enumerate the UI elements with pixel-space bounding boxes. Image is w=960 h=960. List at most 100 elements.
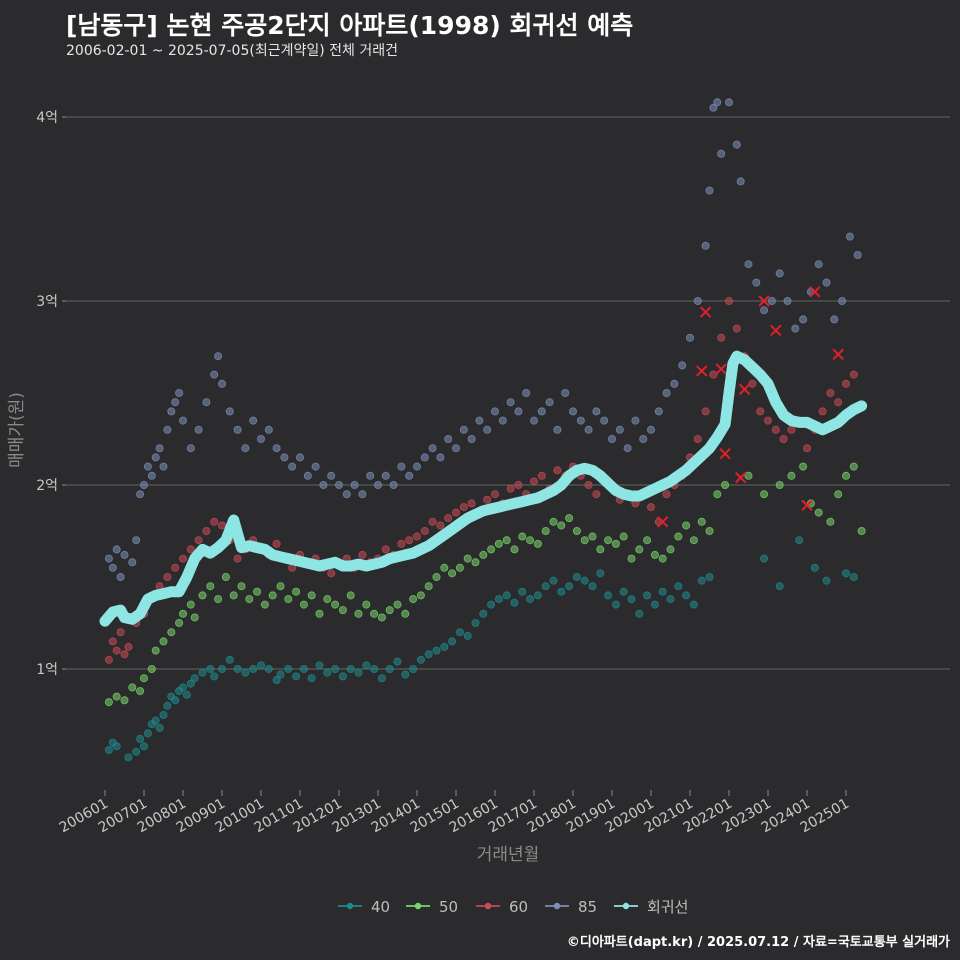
point-85: [537, 407, 546, 416]
point-40: [682, 591, 691, 600]
point-60: [420, 527, 429, 536]
point-50: [689, 536, 698, 545]
legend-item: 회귀선: [614, 898, 688, 916]
legend: 40 50 60 85 회귀선: [338, 898, 688, 916]
point-85: [128, 558, 137, 567]
point-40: [424, 650, 433, 659]
point-40: [217, 665, 226, 674]
legend-swatch-dot: [414, 902, 422, 910]
point-50: [721, 480, 730, 489]
point-85: [545, 398, 554, 407]
point-50: [178, 609, 187, 618]
point-40: [331, 665, 340, 674]
point-60: [803, 444, 812, 453]
point-85: [717, 149, 726, 158]
point-60: [186, 545, 195, 554]
point-85: [775, 269, 784, 278]
y-tick-label: 2억: [36, 478, 58, 494]
point-50: [849, 462, 858, 471]
point-60: [120, 650, 129, 659]
point-50: [713, 490, 722, 499]
point-60: [717, 333, 726, 342]
point-40: [385, 665, 394, 674]
point-85: [186, 444, 195, 453]
point-85: [670, 379, 679, 388]
point-85: [225, 407, 234, 416]
point-40: [139, 742, 148, 751]
point-85: [327, 471, 336, 480]
point-85: [163, 425, 172, 434]
point-40: [705, 573, 714, 582]
point-40: [549, 576, 558, 585]
point-85: [405, 471, 414, 480]
point-50: [292, 587, 301, 596]
point-85: [334, 480, 343, 489]
point-50: [611, 539, 620, 548]
point-40: [136, 734, 145, 743]
point-85: [132, 536, 141, 545]
point-85: [151, 453, 160, 462]
point-85: [760, 306, 769, 315]
point-60: [709, 370, 718, 379]
gridlines: [66, 116, 950, 670]
point-40: [541, 582, 550, 591]
point-40: [674, 582, 683, 591]
point-60: [358, 550, 367, 559]
point-50: [619, 532, 628, 541]
point-50: [650, 550, 659, 559]
point-60: [202, 527, 211, 536]
point-85: [233, 425, 242, 434]
point-40: [588, 582, 597, 591]
point-85: [280, 453, 289, 462]
point-40: [557, 587, 566, 596]
point-40: [104, 745, 113, 754]
point-50: [533, 539, 542, 548]
point-85: [569, 407, 578, 416]
point-85: [178, 416, 187, 425]
point-40: [510, 598, 519, 607]
point-50: [806, 499, 815, 508]
highlight-marker-stroke: [770, 324, 782, 337]
legend-swatch-dot: [484, 902, 492, 910]
point-85: [342, 490, 351, 499]
x-axis-ticks: 2006012007012008012009012010012011012012…: [57, 790, 852, 836]
point-85: [678, 361, 687, 370]
point-40: [256, 661, 265, 670]
highlight-marker: [699, 306, 712, 318]
point-60: [818, 407, 827, 416]
point-85: [709, 103, 718, 112]
point-40: [795, 536, 804, 545]
point-85: [451, 444, 460, 453]
highlight-marker: [770, 324, 782, 337]
point-40: [198, 668, 207, 677]
x-axis-label: 거래년월: [477, 845, 540, 865]
highlight-marker-stroke: [719, 448, 731, 460]
point-85: [705, 186, 714, 195]
point-40: [666, 595, 675, 604]
point-85: [814, 260, 823, 269]
legend-label: 85: [578, 898, 597, 916]
point-50: [276, 582, 285, 591]
point-85: [647, 425, 656, 434]
point-40: [596, 569, 605, 578]
point-50: [744, 471, 753, 480]
point-60: [506, 484, 515, 493]
point-60: [834, 398, 843, 407]
point-50: [159, 637, 168, 646]
point-40: [689, 600, 698, 609]
point-85: [167, 407, 176, 416]
point-60: [405, 536, 414, 545]
point-50: [346, 591, 355, 600]
point-85: [701, 241, 710, 250]
point-85: [713, 98, 722, 107]
point-40: [697, 576, 706, 585]
point-50: [190, 613, 199, 622]
chart-subtitle: 2006-02-01 ~ 2025-07-05(최근계약일) 전체 거래건: [66, 43, 398, 59]
point-50: [635, 545, 644, 554]
point-40: [186, 679, 195, 688]
point-40: [315, 661, 324, 670]
point-50: [424, 582, 433, 591]
point-50: [627, 554, 636, 563]
point-40: [151, 716, 160, 725]
point-40: [354, 668, 363, 677]
